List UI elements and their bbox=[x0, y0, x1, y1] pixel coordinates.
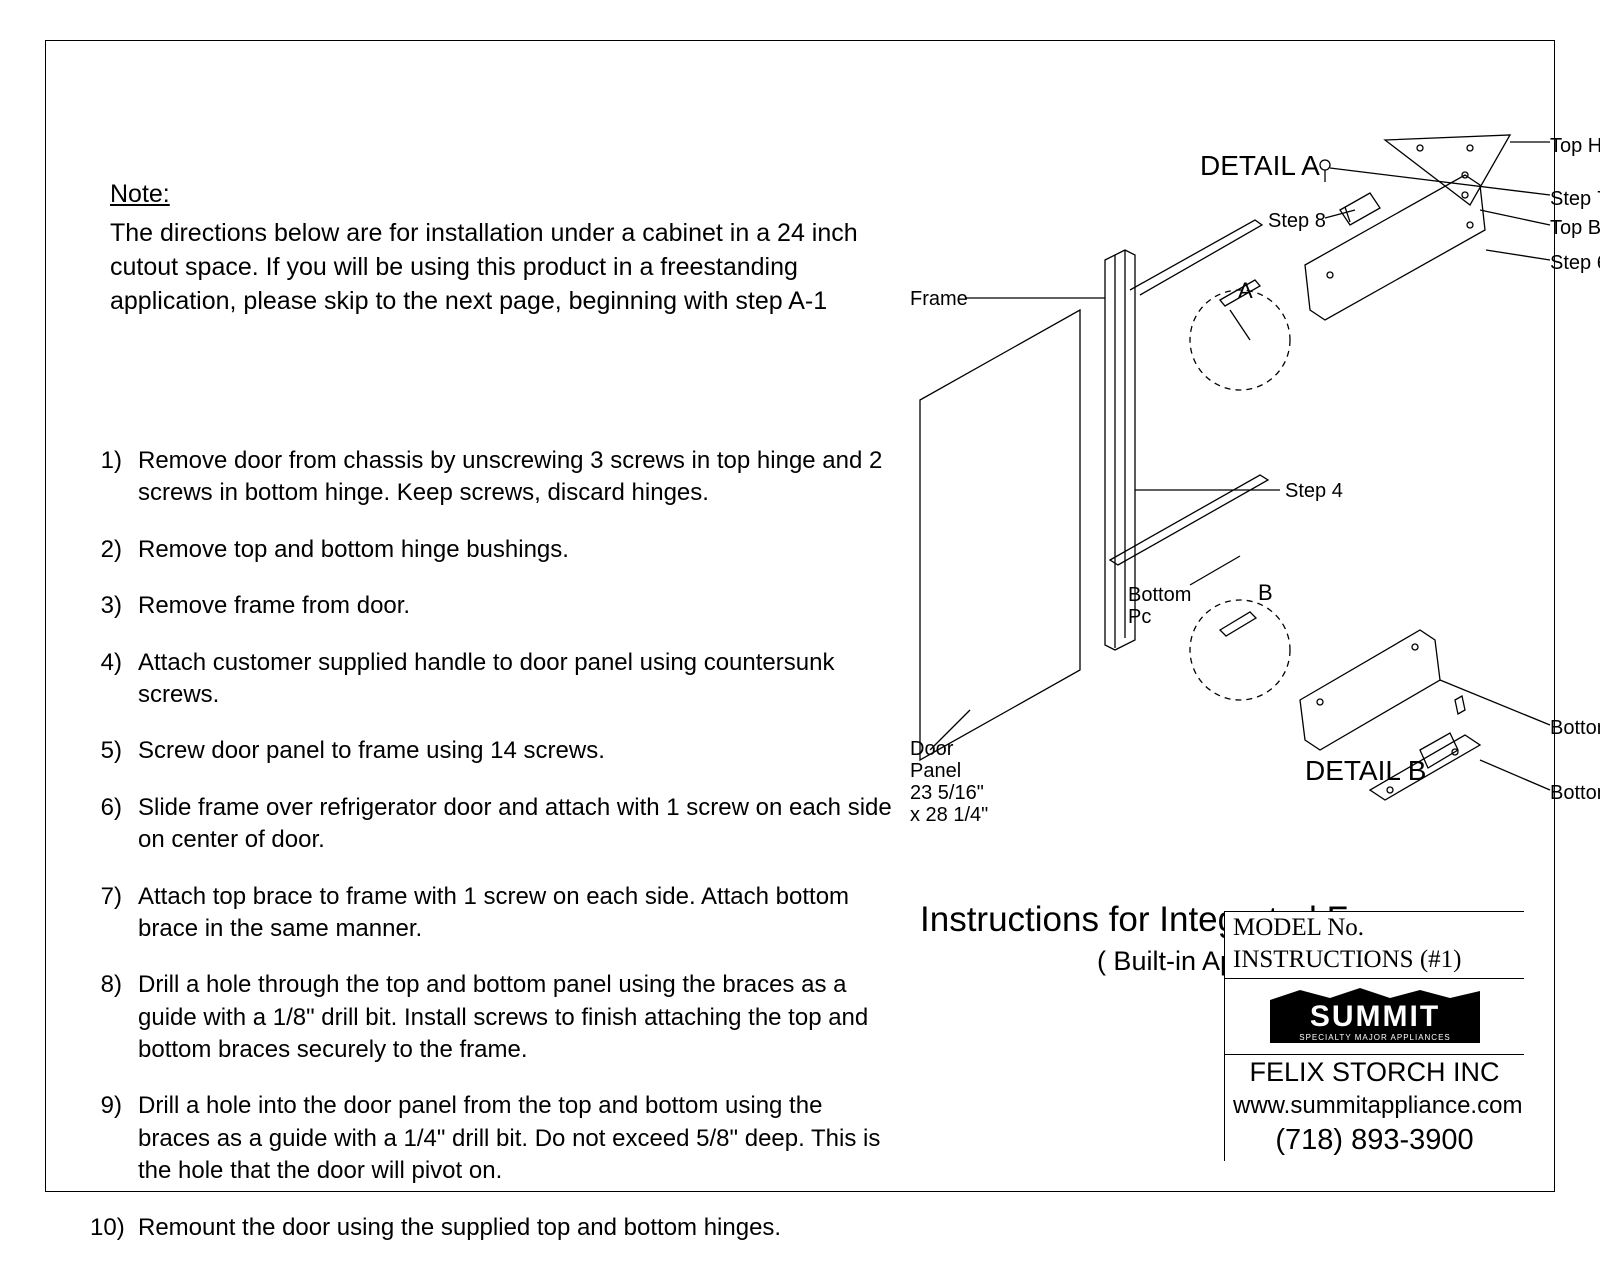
step-number: 3) bbox=[90, 590, 138, 622]
label-step4: Step 4 bbox=[1285, 480, 1343, 503]
step-item: 9) Drill a hole into the door panel from… bbox=[90, 1090, 900, 1187]
assembly-diagram: DETAIL A DETAIL B B A Top Hinge Step 7 T… bbox=[910, 110, 1590, 880]
step-item: 3) Remove frame from door. bbox=[90, 590, 900, 622]
label-door-panel-4: x 28 1/4" bbox=[910, 804, 988, 827]
svg-text:SPECIALTY MAJOR APPLIANCES: SPECIALTY MAJOR APPLIANCES bbox=[1299, 1033, 1451, 1042]
step-number: 7) bbox=[90, 881, 138, 946]
content-wrapper: Note: The directions below are for insta… bbox=[30, 30, 1570, 1207]
step-number: 8) bbox=[90, 969, 138, 1066]
detail-b-label: DETAIL B bbox=[1305, 755, 1426, 786]
summit-logo-icon: SUMMIT SPECIALTY MAJOR APPLIANCES bbox=[1260, 985, 1490, 1045]
step-text: Drill a hole through the top and bottom … bbox=[138, 969, 900, 1066]
step-number: 2) bbox=[90, 534, 138, 566]
note-text: The directions below are for installatio… bbox=[110, 217, 870, 318]
step-item: 5) Screw door panel to frame using 14 sc… bbox=[90, 735, 900, 767]
step-item: 6) Slide frame over refrigerator door an… bbox=[90, 792, 900, 857]
label-door-panel-1: Door bbox=[910, 738, 953, 761]
label-bottom-pc-2: Pc bbox=[1128, 606, 1151, 629]
steps-list: 1) Remove door from chassis by unscrewin… bbox=[90, 445, 900, 1268]
note-label: Note: bbox=[110, 180, 870, 209]
model-label: MODEL No. bbox=[1225, 912, 1524, 944]
note-section: Note: The directions below are for insta… bbox=[110, 180, 870, 318]
step-text: Attach customer supplied handle to door … bbox=[138, 647, 900, 712]
step-item: 1) Remove door from chassis by unscrewin… bbox=[90, 445, 900, 510]
step-item: 10) Remount the door using the supplied … bbox=[90, 1212, 900, 1244]
label-door-panel-3: 23 5/16" bbox=[910, 782, 984, 805]
step-item: 8) Drill a hole through the top and bott… bbox=[90, 969, 900, 1066]
svg-text:SUMMIT: SUMMIT bbox=[1309, 1000, 1439, 1033]
step-number: 1) bbox=[90, 445, 138, 510]
step-text: Slide frame over refrigerator door and a… bbox=[138, 792, 900, 857]
diagram-svg: DETAIL A DETAIL B B A bbox=[910, 110, 1590, 900]
company-name: FELIX STORCH INC bbox=[1225, 1055, 1524, 1090]
step-text: Drill a hole into the door panel from th… bbox=[138, 1090, 900, 1187]
step-number: 10) bbox=[90, 1212, 138, 1244]
logo-row: SUMMIT SPECIALTY MAJOR APPLIANCES bbox=[1225, 979, 1524, 1055]
step-number: 5) bbox=[90, 735, 138, 767]
step-text: Remount the door using the supplied top … bbox=[138, 1212, 900, 1244]
step-item: 4) Attach customer supplied handle to do… bbox=[90, 647, 900, 712]
step-item: 7) Attach top brace to frame with 1 scre… bbox=[90, 881, 900, 946]
step-text: Remove top and bottom hinge bushings. bbox=[138, 534, 900, 566]
step-number: 4) bbox=[90, 647, 138, 712]
label-bottom-pc-1: Bottom bbox=[1128, 584, 1191, 607]
website: www.summitappliance.com bbox=[1225, 1090, 1524, 1122]
step-number: 9) bbox=[90, 1090, 138, 1187]
instructions-label: INSTRUCTIONS (#1) bbox=[1225, 944, 1524, 979]
label-top-hinge: Top Hinge bbox=[1550, 135, 1600, 158]
phone: (718) 893-3900 bbox=[1225, 1122, 1524, 1161]
detail-a-label: DETAIL A bbox=[1200, 150, 1320, 181]
step-text: Attach top brace to frame with 1 screw o… bbox=[138, 881, 900, 946]
step-number: 6) bbox=[90, 792, 138, 857]
label-top-brace: Top Brace bbox=[1550, 217, 1600, 240]
b-marker: B bbox=[1258, 580, 1273, 605]
label-door-panel-2: Panel bbox=[910, 760, 961, 783]
step-text: Screw door panel to frame using 14 screw… bbox=[138, 735, 900, 767]
step-text: Remove frame from door. bbox=[138, 590, 900, 622]
label-step8: Step 8 bbox=[1268, 210, 1326, 233]
label-step6: Step 6 bbox=[1550, 252, 1600, 275]
label-bottom-hinge: Bottom Hinge bbox=[1550, 782, 1600, 805]
info-box: MODEL No. INSTRUCTIONS (#1) SUMMIT SPECI… bbox=[1224, 911, 1524, 1161]
step-text: Remove door from chassis by unscrewing 3… bbox=[138, 445, 900, 510]
a-marker: A bbox=[1238, 278, 1253, 303]
label-step7: Step 7 bbox=[1550, 188, 1600, 211]
label-frame: Frame bbox=[910, 288, 968, 311]
step-item: 2) Remove top and bottom hinge bushings. bbox=[90, 534, 900, 566]
label-bottom-brace: Bottom Brace bbox=[1550, 717, 1600, 740]
